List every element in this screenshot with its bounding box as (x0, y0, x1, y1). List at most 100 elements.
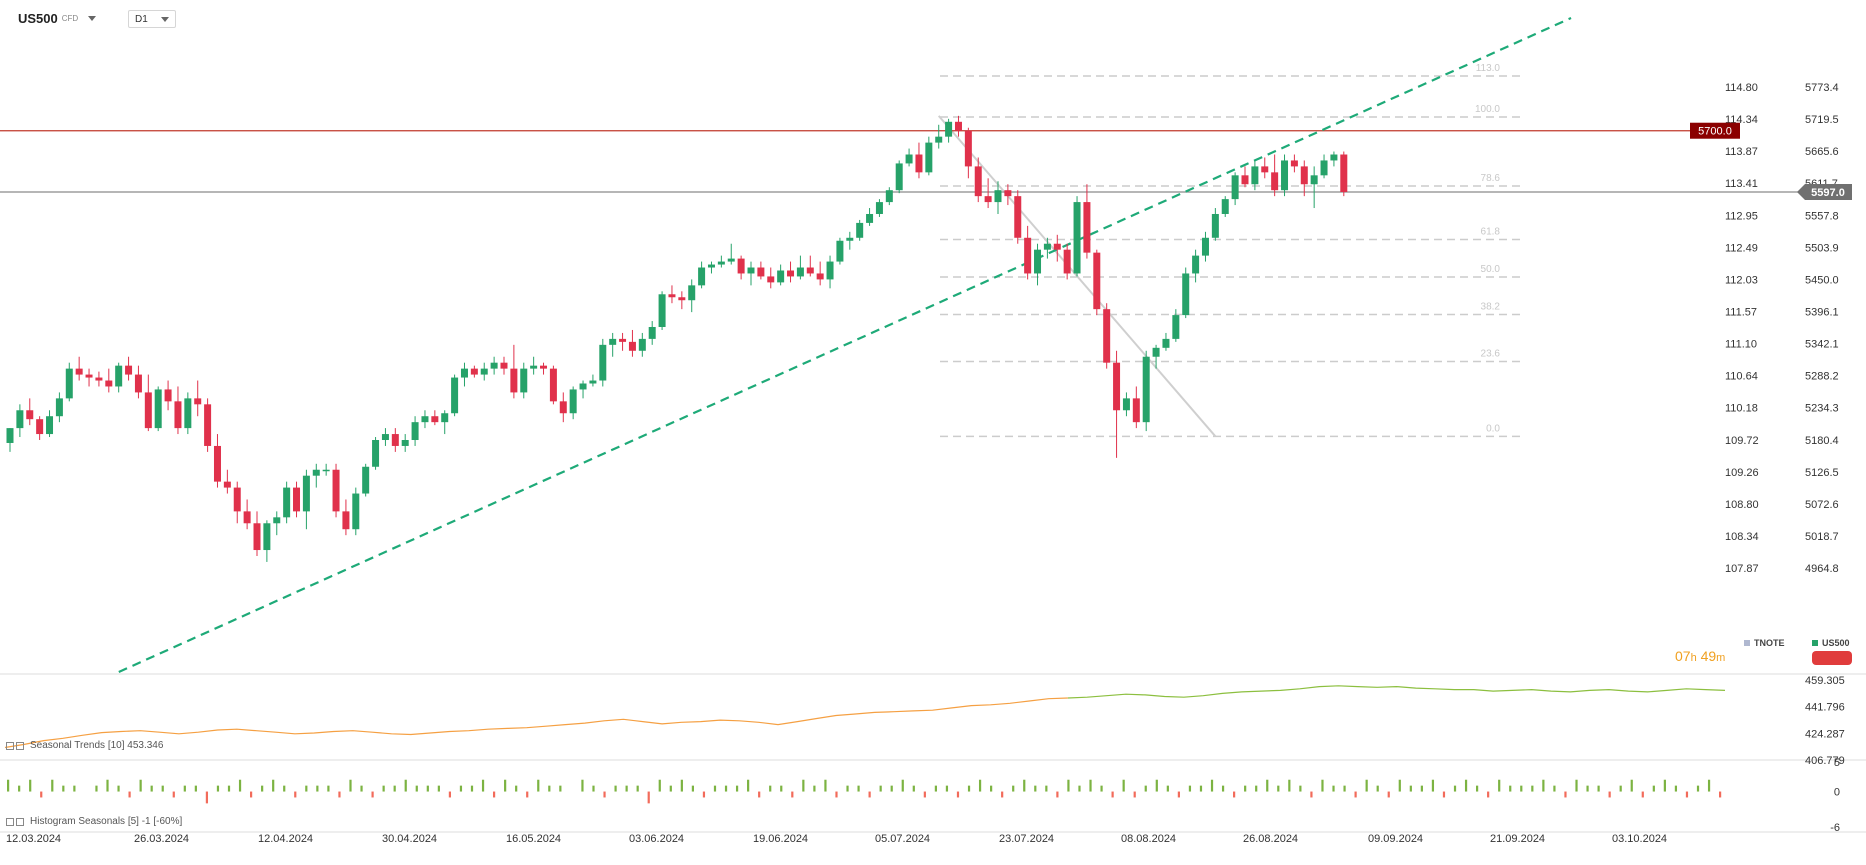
candle-body (816, 273, 824, 280)
histogram-bar (194, 785, 197, 792)
seasonal-axis-tick: 406.779 (1805, 755, 1845, 767)
histogram-bar (382, 785, 385, 792)
histogram-bar (1597, 785, 1600, 792)
seasonal-axis-tick: 441.796 (1805, 702, 1845, 714)
histogram-bar (1663, 779, 1666, 792)
histogram-bar (603, 791, 606, 798)
candle-body (95, 377, 103, 381)
instrument-type: CFD (61, 13, 79, 23)
histogram-bar (117, 785, 120, 792)
histogram-bar (172, 791, 175, 798)
histogram-bar (879, 785, 882, 792)
price-axis-tick: 5234.3 (1805, 403, 1839, 415)
timeframe-select[interactable]: D1 (128, 10, 176, 28)
candle-body (6, 428, 14, 443)
histogram-bar (1067, 779, 1070, 792)
histogram-bar (283, 785, 286, 792)
histogram-bar (1387, 791, 1390, 798)
histogram-bar (1608, 791, 1611, 798)
histogram-bar (758, 791, 761, 798)
candle-body (460, 368, 468, 378)
panel-settings-icon[interactable] (6, 741, 24, 750)
price-axis-tick: 5450.0 (1805, 274, 1839, 286)
histogram-bar (1453, 785, 1457, 792)
candle-body (381, 434, 389, 441)
candle-body (273, 517, 281, 524)
candle-body (1113, 362, 1121, 411)
candle-body (866, 213, 874, 223)
tnote-axis-tick: 114.80 (1725, 82, 1758, 94)
candle-body (411, 422, 419, 441)
candle-body (253, 523, 261, 551)
histogram-bar (73, 785, 76, 792)
candle-body (638, 338, 646, 351)
histogram-bar (890, 785, 893, 792)
candle-body (1043, 243, 1051, 250)
histogram-bar (1155, 779, 1158, 792)
fib-level-label: 113.0 (1476, 63, 1501, 74)
panel-settings-icon[interactable] (6, 817, 24, 826)
histogram-bar (1133, 791, 1136, 798)
candle-body (1014, 196, 1022, 238)
candle-body (757, 267, 765, 277)
histogram-bar (1089, 779, 1092, 792)
histogram-bar (990, 785, 993, 792)
histogram-bar (1166, 785, 1169, 792)
histogram-bar (559, 785, 562, 792)
histogram-bar (1630, 779, 1633, 792)
legend-us500-label: US500 (1822, 638, 1850, 648)
histogram-bar (1177, 791, 1180, 798)
histogram-seasonals-label: Histogram Seasonals [5] -1 [-60%] (6, 816, 182, 827)
symbol-selector[interactable]: US500 CFD (18, 8, 97, 28)
histogram-bar (1354, 791, 1357, 798)
candle-body (826, 261, 834, 280)
candle-body (1142, 356, 1150, 423)
histogram-bar (691, 785, 694, 792)
fib-level-label: 78.6 (1481, 173, 1501, 184)
candle-body (421, 416, 429, 423)
histogram-axis-tick: 5 (1834, 757, 1840, 769)
histogram-bar (669, 785, 672, 792)
histogram-bar (393, 785, 396, 792)
candle-body (1053, 243, 1061, 250)
histogram-bar (1564, 791, 1567, 798)
histogram-bar (978, 779, 982, 792)
candle-body (1103, 309, 1111, 363)
histogram-bar (470, 785, 474, 792)
histogram-bar (1376, 785, 1379, 792)
seasonal-trends-text: Seasonal Trends [10] 453.346 (30, 740, 164, 751)
candle-body (154, 389, 162, 429)
histogram-bar (945, 785, 949, 792)
candle-body (846, 237, 854, 241)
histogram-bar (481, 779, 485, 792)
candle-body (16, 410, 24, 429)
histogram-bar (18, 785, 21, 792)
candle-body (905, 154, 913, 164)
candle-body (263, 523, 271, 551)
candle-body (678, 297, 686, 301)
histogram-bar (1244, 785, 1247, 792)
candle-body (164, 389, 172, 402)
histogram-bar (1409, 785, 1412, 792)
tnote-axis-tick: 110.18 (1725, 403, 1758, 415)
candle-body (974, 166, 982, 197)
candle-body (727, 258, 735, 262)
candle-body (787, 270, 795, 277)
histogram-bar (448, 791, 452, 798)
candle-body (115, 365, 123, 387)
candle-body (945, 121, 953, 137)
chevron-down-icon[interactable] (88, 15, 97, 21)
histogram-bar (824, 779, 827, 792)
histogram-bar (592, 785, 595, 792)
date-axis-tick: 03.06.2024 (629, 833, 684, 845)
histogram-bar (1719, 791, 1722, 798)
candle-body (144, 392, 152, 429)
candle-body (1162, 338, 1170, 348)
candle-body (609, 338, 617, 345)
date-axis-tick: 05.07.2024 (875, 833, 930, 845)
sell-indicator-badge[interactable] (1812, 651, 1852, 665)
histogram-bar (1641, 791, 1644, 798)
price-axis-tick: 5288.2 (1805, 371, 1839, 383)
price-axis-tick: 4964.8 (1805, 563, 1839, 575)
